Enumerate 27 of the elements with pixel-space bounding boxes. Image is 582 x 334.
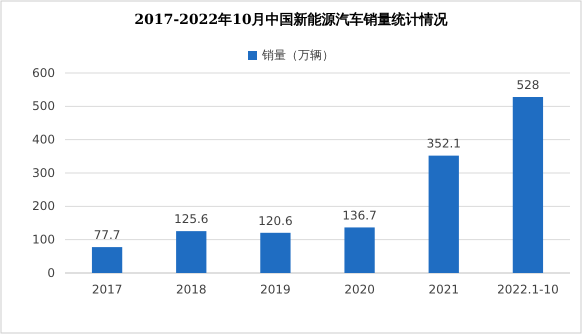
x-tick-label: 2019 (260, 282, 291, 297)
bar (512, 97, 544, 273)
bar (260, 232, 291, 273)
bar (428, 156, 459, 273)
x-tick-label: 2018 (176, 282, 207, 297)
x-tick-label: 2022.1-10 (497, 282, 559, 297)
bar (176, 231, 206, 273)
chart-title: 2017-2022年10月中国新能源汽车销量统计情况 (134, 11, 449, 28)
data-label: 136.7 (342, 208, 377, 222)
data-label: 125.6 (174, 212, 208, 226)
y-tick-label: 0 (47, 266, 55, 280)
data-label: 528 (516, 78, 540, 92)
y-tick-label: 300 (32, 166, 55, 180)
x-tick-label: 2021 (428, 282, 460, 297)
data-label: 77.7 (94, 228, 120, 242)
y-tick-label: 200 (32, 199, 55, 214)
x-tick-label: 2017 (92, 282, 122, 297)
y-tick-label: 100 (32, 232, 55, 247)
data-label: 352.1 (426, 136, 461, 151)
y-tick-label: 400 (32, 132, 55, 147)
bar (92, 247, 122, 273)
legend-label: 销量（万辆） (261, 48, 334, 62)
data-label: 120.6 (258, 214, 293, 228)
x-tick-label: 2020 (344, 282, 375, 297)
y-tick-label: 600 (32, 66, 55, 80)
y-tick-label: 500 (32, 99, 55, 114)
bar (344, 227, 375, 273)
